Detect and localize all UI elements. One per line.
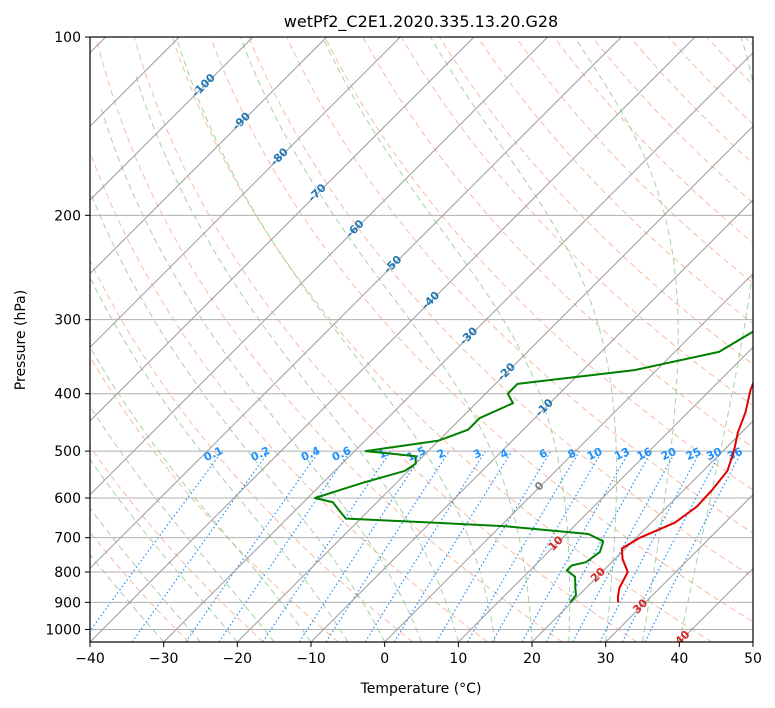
isotherm-gridline [605,493,753,642]
profile-lines [314,330,753,603]
dry-adiabat-line [591,37,753,204]
dry-adiabat-line [90,445,264,642]
mixing-ratio-line [90,450,223,632]
moist-adiabat-line [99,104,422,642]
isotherm-gridline [90,37,254,201]
x-tick-label: −10 [296,651,326,667]
y-tick-label: 300 [54,313,81,329]
dry-adiabat-line [133,37,638,642]
mixing-ratio-label: 13 [612,445,631,463]
isotherm-gridline [457,346,753,642]
moist-adiabat-line [430,37,618,642]
mixing-ratio-line [325,450,450,642]
x-tick-label: 10 [449,651,467,667]
dewpoint-line [314,330,753,603]
moist-adiabat-line [90,507,201,642]
isotherm-gridline [90,37,401,349]
y-tick-label: 200 [54,208,81,224]
moist-adiabat-line [134,72,459,642]
isotherm-gridline [90,37,696,642]
dry-adiabat-line [90,150,488,642]
mixing-ratio-line [491,450,603,642]
y-tick-label: 600 [54,491,81,507]
mixing-ratio-label: 36 [725,445,745,463]
x-tick-label: −20 [223,651,253,667]
y-axis-label: Pressure (hPa) [13,290,29,390]
mixing-ratio-line [364,450,486,642]
temperature-line [616,380,753,603]
isotherm-gridline [236,125,753,642]
y-tick-label: 800 [54,565,81,581]
dry-adiabat-line [438,37,753,366]
isotherm-gridline [90,37,475,422]
x-tick-label: −30 [149,651,179,667]
plot-background [90,37,753,642]
mixing-ratio-line [393,450,513,642]
x-tick-label: 50 [744,651,762,667]
dry-adiabat-line [209,37,753,623]
y-tick-label: 900 [54,595,81,611]
mixing-ratio-label: 20 [659,445,679,463]
mixing-ratio-line [218,450,351,642]
x-tick-label: 0 [380,651,389,667]
dry-adiabat-line [248,37,753,578]
dry-adiabat-line [90,259,414,642]
moist-adiabat-line [678,37,753,642]
chart-title: wetPf2_C2E1.2020.335.13.20.G28 [284,12,558,32]
isotherm-gridline [90,37,549,496]
y-axis-ticks: 100 200 300 400 500 600 700 800 900 1000 [45,30,90,638]
moist-adiabat-line [175,37,496,642]
mixing-ratio-line [521,450,631,642]
x-axis-ticks: −40 −30 −20 −10 0 10 20 30 40 50 [75,642,762,667]
moist-adiabat-line [239,37,533,642]
isotherm-gridline [310,199,753,642]
isotherm-gridline [90,37,328,275]
dry-adiabat-line [362,37,753,449]
y-tick-label: 500 [54,444,81,460]
isotherm-gridline [163,51,753,642]
x-tick-label: 20 [523,651,541,667]
moist-adiabat-line [322,37,571,642]
mixing-ratio-label: 25 [684,445,703,463]
plot-frame [89,36,754,643]
y-tick-label: 400 [54,387,81,403]
x-axis-label: Temperature (°C) [360,681,482,697]
moist-adiabat-line [574,37,679,642]
mixing-ratio-line [572,450,677,642]
x-tick-label: 40 [670,651,688,667]
y-tick-label: 1000 [45,622,81,638]
mixing-ratio-line [185,450,320,642]
mixing-ratio-line [466,450,580,642]
isotherm-gridline [90,37,622,570]
mixing-ratio-line [435,450,552,642]
dry-adiabat-line [324,37,753,491]
mixing-ratio-label: 16 [635,445,655,463]
moist-adiabat-line [90,553,165,642]
dry-adiabat-line [286,37,753,534]
y-tick-label: 100 [54,30,81,46]
isotherm-gridline [384,272,753,642]
mixing-ratio-label: 30 [704,445,724,463]
mixing-ratio-lines [90,450,743,642]
dry-adiabat-line [95,37,563,642]
x-tick-label: 30 [597,651,615,667]
moist-adiabat-line [90,405,275,642]
x-tick-label: −40 [75,651,105,667]
mixing-ratio-label: 10 [585,445,605,463]
y-tick-label: 700 [54,531,81,547]
mixing-ratio-line [131,450,270,642]
